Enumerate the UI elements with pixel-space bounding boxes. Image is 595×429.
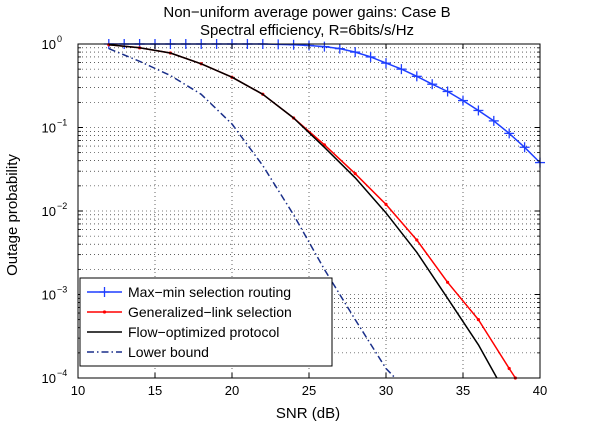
series-0-point-20 xyxy=(411,71,422,82)
y-tick-exponent-0: −4 xyxy=(57,368,67,378)
series-1-point-10 xyxy=(415,238,419,242)
y-tick-label-3: 10 −1 xyxy=(42,118,68,136)
y-tick-label-0: 10 −4 xyxy=(42,368,68,386)
legend-label-1: Generalized−link selection xyxy=(128,304,292,320)
y-tick-base-2: 10 xyxy=(42,204,56,219)
x-tick-label-0: 10 xyxy=(71,383,85,398)
series-0-point-25 xyxy=(488,115,499,126)
y-tick-exponent-4: 0 xyxy=(57,34,62,44)
y-axis-label: Outage probability xyxy=(4,154,21,276)
legend-label-2: Flow−optimized protocol xyxy=(128,324,279,340)
series-line-2 xyxy=(108,43,498,379)
series-0-point-15 xyxy=(334,43,345,54)
legend-label-0: Max−min selection routing xyxy=(128,284,291,300)
y-tick-label-4: 10 0 xyxy=(42,34,62,52)
legend-label-3: Lower bound xyxy=(128,344,209,360)
chart-subtitle: Spectral efficiency, R=6bits/s/Hz xyxy=(200,22,414,39)
x-tick-label-2: 20 xyxy=(225,383,239,398)
x-axis-label: SNR (dB) xyxy=(276,405,340,422)
x-tick-label-5: 35 xyxy=(456,383,470,398)
y-tick-label-1: 10 −3 xyxy=(42,285,68,303)
x-tick-label-1: 15 xyxy=(148,383,162,398)
series-1-point-12 xyxy=(476,318,480,322)
series-0-point-21 xyxy=(427,79,438,90)
y-tick-exponent-1: −3 xyxy=(57,285,67,295)
series-0-point-26 xyxy=(504,128,515,139)
series-1-point-8 xyxy=(353,172,357,176)
legend-marker-0 xyxy=(99,287,110,297)
series-1-point-13 xyxy=(507,366,511,371)
series-0-point-17 xyxy=(365,51,376,62)
series-0-point-16 xyxy=(350,47,361,58)
series-0-point-19 xyxy=(396,64,407,75)
x-tick-label-6: 40 xyxy=(533,383,547,398)
series-1-point-11 xyxy=(446,280,450,284)
series-0-point-12 xyxy=(288,39,299,50)
chart-title: Non−uniform average power gains: Case B xyxy=(163,4,450,21)
series-1-point-9 xyxy=(384,202,388,206)
x-tick-label-4: 30 xyxy=(379,383,393,398)
series-0-point-14 xyxy=(319,41,330,52)
y-tick-base-0: 10 xyxy=(42,371,56,386)
x-tick-label-3: 25 xyxy=(302,383,316,398)
series-0-point-22 xyxy=(442,86,453,97)
legend-marker-1 xyxy=(102,310,107,314)
series-0-point-18 xyxy=(381,58,391,69)
y-tick-label-2: 10 −2 xyxy=(42,201,68,219)
y-tick-exponent-3: −1 xyxy=(57,118,67,128)
y-tick-base-4: 10 xyxy=(42,37,56,52)
y-tick-base-3: 10 xyxy=(42,121,56,136)
series-line-3 xyxy=(108,47,396,379)
y-tick-exponent-2: −2 xyxy=(57,201,67,211)
series-0-point-24 xyxy=(473,105,484,116)
y-tick-base-1: 10 xyxy=(42,288,56,303)
legend: Max−min selection routing Generalized−lin… xyxy=(79,277,333,367)
series-0-point-23 xyxy=(458,95,468,106)
series-0-point-27 xyxy=(519,142,530,153)
